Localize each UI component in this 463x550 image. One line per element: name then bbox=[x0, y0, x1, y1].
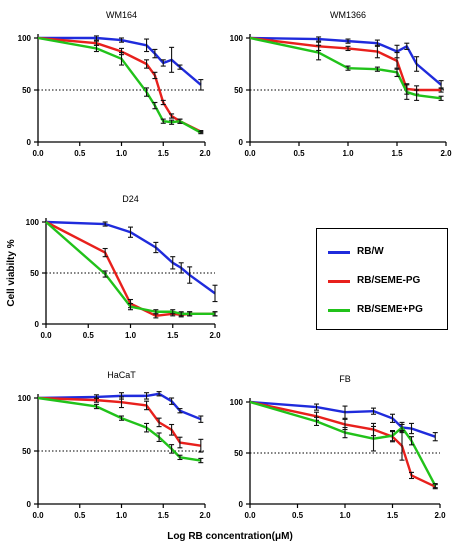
x-tick-label: 0.5 bbox=[74, 149, 86, 158]
chart-title: WM164 bbox=[106, 10, 137, 20]
x-axis-label: Log RB concentration(μM) bbox=[167, 531, 293, 542]
series-line-rb-w bbox=[37, 392, 202, 421]
chart-title: HaCaT bbox=[107, 370, 136, 380]
y-tick-label: 50 bbox=[22, 447, 31, 456]
y-tick-label: 100 bbox=[18, 34, 32, 43]
x-tick-label: 2.0 bbox=[199, 149, 211, 158]
legend-item-rb-w: RB/W bbox=[317, 245, 447, 259]
legend-item-rb-seme-plus-pg: RB/SEME+PG bbox=[317, 303, 447, 317]
series-line-rb-seme-pluspg bbox=[249, 400, 437, 487]
y-tick-label: 0 bbox=[239, 138, 244, 147]
legend: RB/W RB/SEME-PG RB/SEME+PG bbox=[316, 228, 448, 330]
x-tick-label: 1.0 bbox=[342, 149, 354, 158]
chart-title: WM1366 bbox=[330, 10, 366, 20]
x-tick-label: 1.5 bbox=[387, 511, 399, 520]
y-tick-label: 0 bbox=[27, 138, 32, 147]
series-line-rb-w bbox=[249, 400, 436, 438]
y-tick-label: 0 bbox=[35, 320, 40, 329]
y-axis-title: Cell viabilty % bbox=[6, 239, 17, 306]
series-line-rb-seme-pg bbox=[249, 400, 436, 488]
chart-panel-wm1366: WM1366 0 50 100 0.0 0.5 1.0 1.5 2.0 bbox=[230, 10, 452, 158]
y-tick-label: 50 bbox=[234, 86, 243, 95]
x-tick-label: 1.5 bbox=[158, 511, 170, 520]
x-tick-label: 2.0 bbox=[199, 511, 211, 520]
y-tick-label: 100 bbox=[230, 34, 244, 43]
x-tick-label: 2.0 bbox=[440, 149, 452, 158]
series-line-rb-seme-pluspg bbox=[249, 36, 442, 100]
legend-item-rb-seme-minus-pg: RB/SEME-PG bbox=[317, 274, 447, 288]
y-tick-label: 100 bbox=[230, 398, 244, 407]
x-tick-label: 1.5 bbox=[391, 149, 403, 158]
legend-label-rb-w: RB/W bbox=[357, 246, 384, 257]
x-tick-label: 0.5 bbox=[74, 511, 86, 520]
x-tick-label: 1.0 bbox=[339, 511, 351, 520]
legend-swatch-rb-w bbox=[328, 251, 350, 254]
series-line-rb-seme-pluspg bbox=[37, 396, 202, 462]
y-tick-label: 0 bbox=[239, 500, 244, 509]
x-tick-label: 0.0 bbox=[32, 149, 44, 158]
x-tick-label: 0.5 bbox=[292, 511, 304, 520]
x-tick-label: 0.0 bbox=[32, 511, 44, 520]
series-line-rb-seme-pg bbox=[37, 396, 202, 447]
legend-label-rb-seme-minus-pg: RB/SEME-PG bbox=[357, 275, 421, 286]
x-tick-label: 0.5 bbox=[83, 331, 95, 340]
chart-panel-wm164: WM164 0 50 100 0.0 0.5 1.0 1.5 2.0 bbox=[18, 10, 211, 158]
series-line-rb-w bbox=[249, 36, 442, 86]
y-tick-label: 50 bbox=[22, 86, 31, 95]
x-tick-label: 1.5 bbox=[167, 331, 179, 340]
y-tick-label: 100 bbox=[26, 218, 40, 227]
legend-label-rb-seme-plus-pg: RB/SEME+PG bbox=[357, 304, 423, 315]
chart-panel-hacat: HaCaT 0 50 100 0.0 0.5 1.0 1.5 2.0 bbox=[18, 370, 211, 520]
x-tick-label: 1.0 bbox=[125, 331, 137, 340]
y-tick-label: 0 bbox=[27, 500, 32, 509]
x-tick-label: 2.0 bbox=[434, 511, 446, 520]
x-tick-label: 0.5 bbox=[293, 149, 305, 158]
legend-swatch-rb-seme-plus-pg bbox=[328, 309, 350, 312]
chart-panel-d24: D24 Cell viabilty % 0 50 100 0.0 0.5 1.0 1.5 2.0 bbox=[6, 194, 221, 340]
x-tick-label: 1.5 bbox=[158, 149, 170, 158]
x-tick-label: 1.0 bbox=[116, 511, 128, 520]
series-line-rb-w bbox=[38, 36, 202, 86]
y-tick-label: 50 bbox=[30, 269, 39, 278]
chart-title: FB bbox=[339, 374, 351, 384]
x-tick-label: 2.0 bbox=[209, 331, 221, 340]
y-tick-label: 100 bbox=[18, 394, 32, 403]
chart-panel-fb: FB 0 50 100 0.0 0.5 1.0 1.5 2.0 bbox=[230, 374, 446, 520]
x-tick-label: 0.0 bbox=[244, 511, 256, 520]
chart-title: D24 bbox=[122, 194, 139, 204]
series-line-rb-seme-pluspg bbox=[45, 221, 215, 315]
legend-swatch-rb-seme-minus-pg bbox=[328, 280, 350, 283]
x-tick-label: 0.0 bbox=[40, 331, 52, 340]
series-line-rb-w bbox=[45, 220, 216, 295]
y-tick-label: 50 bbox=[234, 449, 243, 458]
x-tick-label: 1.0 bbox=[116, 149, 128, 158]
x-tick-label: 0.0 bbox=[244, 149, 256, 158]
